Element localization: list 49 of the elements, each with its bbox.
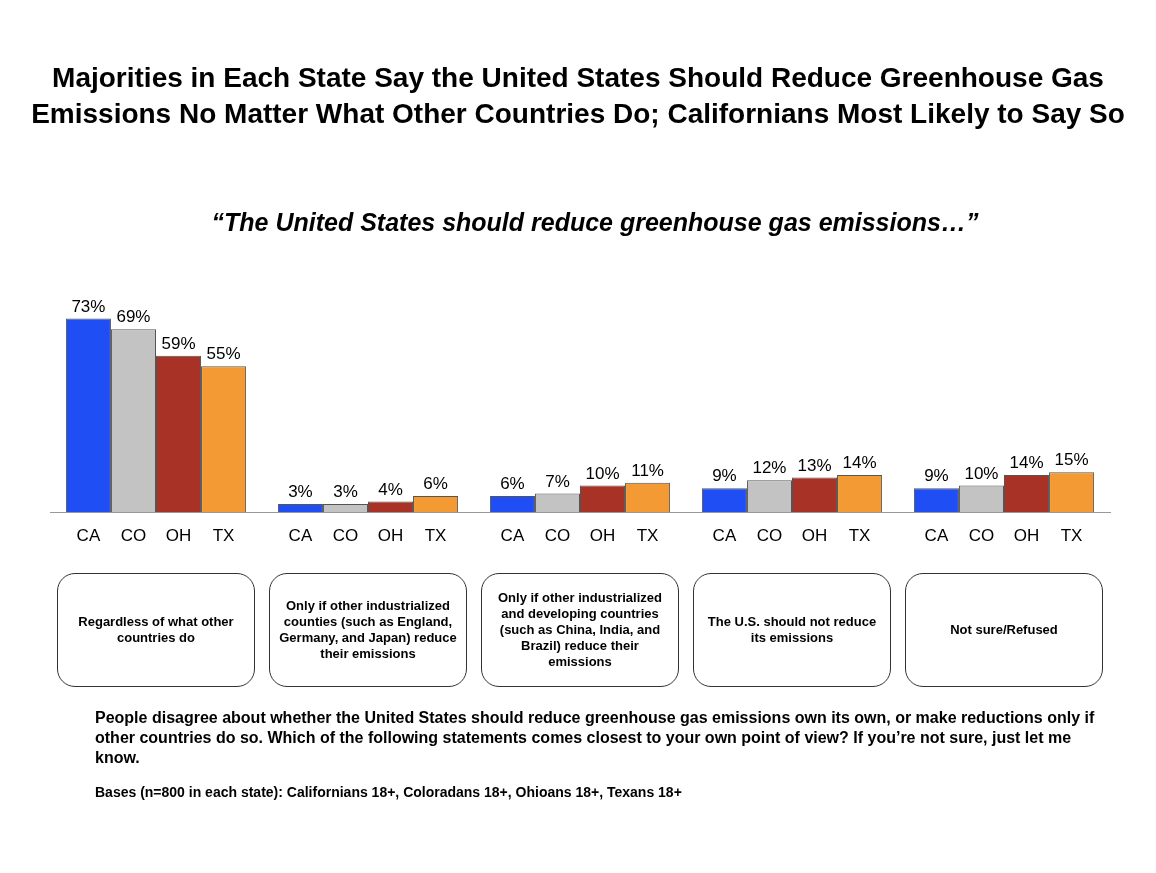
data-label: 4% (378, 479, 403, 499)
data-label: 6% (500, 474, 525, 494)
text: OH (377, 526, 404, 546)
text: Bases (n=800 in each state): Californians 18+, Coloradans 18+, Ohioans 18+, Texans 18+ (95, 783, 683, 802)
series-label: TX (212, 526, 235, 546)
text: CA (288, 526, 313, 546)
text: CO (332, 526, 359, 546)
text: CO (968, 526, 995, 546)
text: OH (801, 526, 828, 546)
data-label: 69% (116, 307, 151, 327)
data-label: 14% (1009, 453, 1044, 473)
series-label: OH (165, 526, 192, 546)
data-label: 55% (206, 344, 241, 364)
data-label: 14% (842, 453, 877, 473)
series-label: CA (76, 526, 101, 546)
data-label: 10% (585, 463, 620, 483)
data-label: 11% (631, 461, 664, 481)
data-label: 59% (161, 333, 196, 353)
text: People disagree about whether the United States should reduce greenhouse gas emissions own its own, or make reductions only if other countries do so. Which of the following statements comes closest to your own point of view? If you’re not sure, just let me know. (95, 708, 1095, 768)
text: OH (1013, 526, 1040, 546)
chart-subtitle: “The United States should reduce greenhouse gas emissions…” (210, 208, 980, 237)
text: CA (712, 526, 737, 546)
text: CO (544, 526, 571, 546)
data-label: 9% (712, 466, 737, 486)
text: CA (500, 526, 525, 546)
text: OH (589, 526, 616, 546)
text: TX (1060, 526, 1083, 546)
data-label: 10% (964, 463, 999, 483)
x-tick-label: Only if other industrialized and developing countries (such as China, India, and Brazil) reduce their emissions (481, 573, 679, 687)
chart-title: Majorities in Each State Say the United States Should Reduce Greenhouse Gas Emissions No Matter What Other Countries Do; Californians Most Likely to Say So (30, 61, 1126, 131)
data-label: 7% (545, 471, 570, 491)
data-label: 73% (71, 296, 106, 316)
text: CO (756, 526, 783, 546)
x-tick-label: Only if other industrialized counties (such as England, Germany, and Japan) reduce their emissions (269, 573, 467, 687)
x-tick-label: Regardless of what other countries do (57, 573, 255, 687)
x-tick-label: Not sure/Refused (905, 573, 1103, 687)
data-label: 13% (797, 455, 832, 475)
data-label: 9% (924, 466, 949, 486)
x-tick-label: The U.S. should not reduce its emissions (693, 573, 891, 687)
data-label: 12% (752, 458, 787, 478)
series-label: CO (120, 526, 147, 546)
data-label: 3% (333, 482, 358, 502)
text: TX (424, 526, 447, 546)
text: TX (848, 526, 871, 546)
data-label: 15% (1054, 450, 1089, 470)
text: TX (636, 526, 659, 546)
text: CA (924, 526, 949, 546)
data-label: 6% (423, 474, 448, 494)
data-label: 3% (288, 482, 313, 502)
